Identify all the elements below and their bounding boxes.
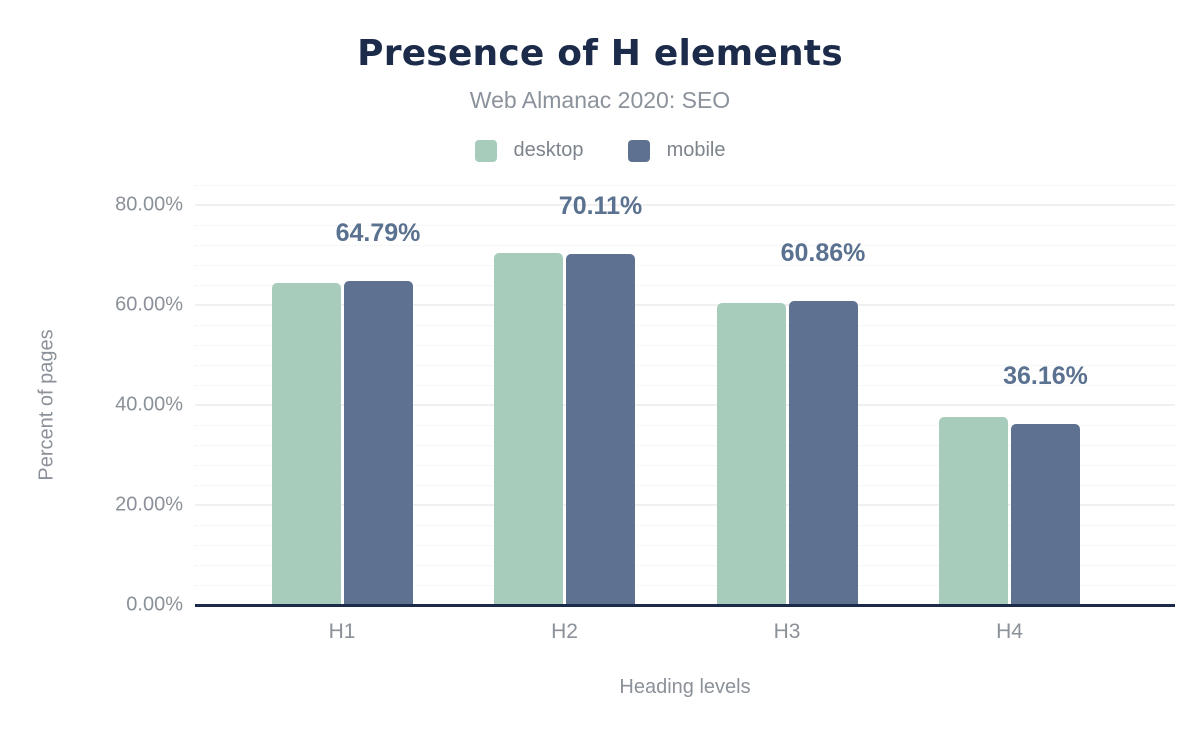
gridline-minor (195, 185, 1175, 186)
y-tick-label: 80.00% (115, 193, 183, 216)
y-tick-label: 0.00% (126, 593, 183, 616)
chart-subtitle: Web Almanac 2020: SEO (469, 87, 731, 113)
gridline-minor (195, 285, 1175, 286)
data-label-h4: 36.16% (1003, 362, 1088, 391)
gridline-minor (195, 485, 1175, 486)
bar-mobile-h4[interactable] (1011, 424, 1080, 605)
gridline-major (195, 404, 1175, 406)
y-tick-label: 20.00% (115, 493, 183, 516)
bar-mobile-h2[interactable] (566, 254, 635, 605)
gridline-minor (195, 525, 1175, 526)
data-label-h1: 64.79% (335, 219, 421, 248)
x-tick-label-h2: H2 (551, 620, 578, 643)
data-label-h3: 60.86% (780, 238, 866, 267)
bar-mobile-h3[interactable] (788, 300, 858, 605)
gridline-major (195, 504, 1175, 506)
bar-mobile-h1[interactable] (343, 281, 413, 605)
plot-area: 64.79% H1 70.11% H2 60.86% H3 36.16% H4 (195, 185, 1175, 643)
gridline-minor (195, 245, 1175, 246)
legend-label-desktop: desktop (513, 139, 584, 161)
gridline-minor (195, 345, 1175, 346)
gridline-minor (195, 365, 1175, 366)
gridline-minor (195, 465, 1175, 466)
legend-label-mobile: mobile (666, 139, 726, 161)
legend: desktop mobile (0, 139, 1200, 162)
gridline-minor (195, 445, 1175, 446)
gridline-major (195, 204, 1175, 206)
bar-desktop-h1[interactable] (271, 282, 341, 605)
x-tick-label-h4: H4 (996, 620, 1023, 643)
gridline-minor (195, 565, 1175, 566)
bar-desktop-h2[interactable] (494, 252, 563, 605)
gridline-minor (195, 325, 1175, 326)
gridline-minor (195, 585, 1175, 586)
x-tick-label-h1: H1 (328, 620, 356, 643)
legend-item-desktop[interactable]: desktop (474, 139, 584, 162)
legend-swatch-mobile (627, 139, 650, 162)
gridline-major (195, 304, 1175, 306)
gridline-minor (195, 225, 1175, 226)
legend-swatch-desktop (474, 139, 497, 162)
bar-desktop-h4[interactable] (939, 416, 1008, 605)
x-axis-title: Heading levels (619, 676, 751, 698)
y-tick-label: 60.00% (115, 293, 183, 316)
gridline-minor (195, 425, 1175, 426)
legend-item-mobile[interactable]: mobile (627, 139, 726, 162)
bar-desktop-h3[interactable] (716, 303, 786, 605)
y-tick-label: 40.00% (115, 393, 183, 416)
gridline-minor (195, 545, 1175, 546)
data-label-h2: 70.11% (558, 192, 643, 221)
y-axis-ticks: 0.00% 20.00% 40.00% 60.00% 80.00% (40, 185, 183, 616)
gridline-minor (195, 385, 1175, 386)
chart-title: Presence of H elements (357, 33, 843, 74)
x-tick-label-h3: H3 (773, 620, 801, 643)
gridline-minor (195, 265, 1175, 266)
x-axis-line (195, 604, 1175, 607)
